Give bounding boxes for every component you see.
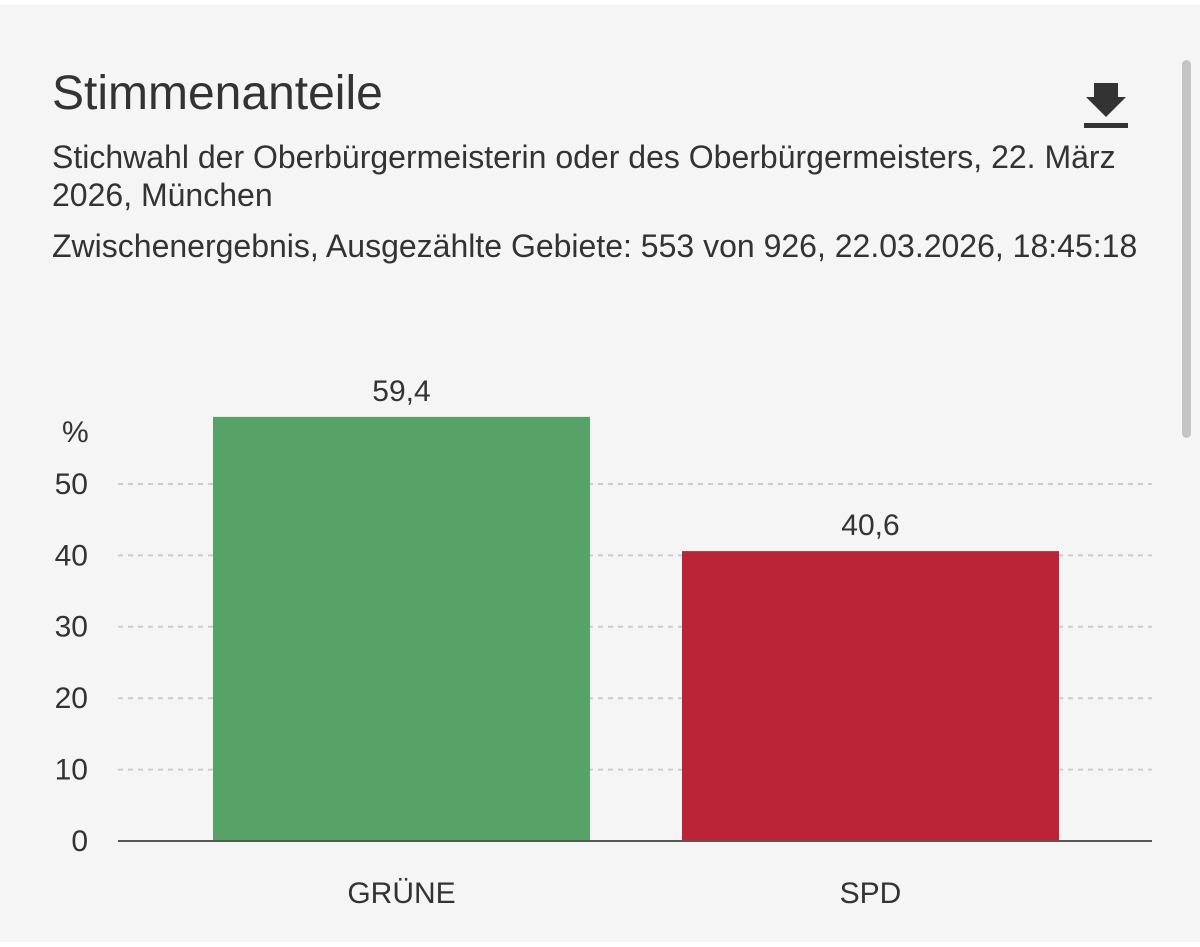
count-status: Zwischenergebnis, Ausgezählte Gebiete: 5… bbox=[52, 228, 1138, 264]
chart-card: Stimmenanteile Stichwahl der Oberbürgerm… bbox=[0, 5, 1200, 942]
y-tick-label: 20 bbox=[55, 682, 88, 715]
scrollbar-thumb[interactable] bbox=[1182, 60, 1191, 438]
y-tick-label: 30 bbox=[55, 611, 88, 644]
bar-grne[interactable] bbox=[213, 416, 590, 841]
bar-spd[interactable] bbox=[682, 551, 1059, 841]
data-label: 40,6 bbox=[841, 509, 899, 542]
x-category-label: SPD bbox=[840, 877, 902, 910]
y-tick-label: 0 bbox=[71, 825, 88, 858]
download-icon bbox=[1084, 83, 1128, 128]
y-tick-label: 50 bbox=[55, 468, 88, 501]
data-label: 59,4 bbox=[372, 375, 430, 408]
chart-title: Stimmenanteile bbox=[52, 67, 383, 120]
x-category-label: GRÜNE bbox=[347, 877, 455, 910]
y-axis-unit: % bbox=[62, 416, 89, 449]
y-tick-label: 10 bbox=[55, 754, 88, 787]
y-tick-label: 40 bbox=[55, 539, 88, 572]
chart-subtitle: Stichwahl der Oberbürgermeisterin oder d… bbox=[52, 139, 1116, 213]
download-button[interactable] bbox=[1078, 73, 1134, 133]
